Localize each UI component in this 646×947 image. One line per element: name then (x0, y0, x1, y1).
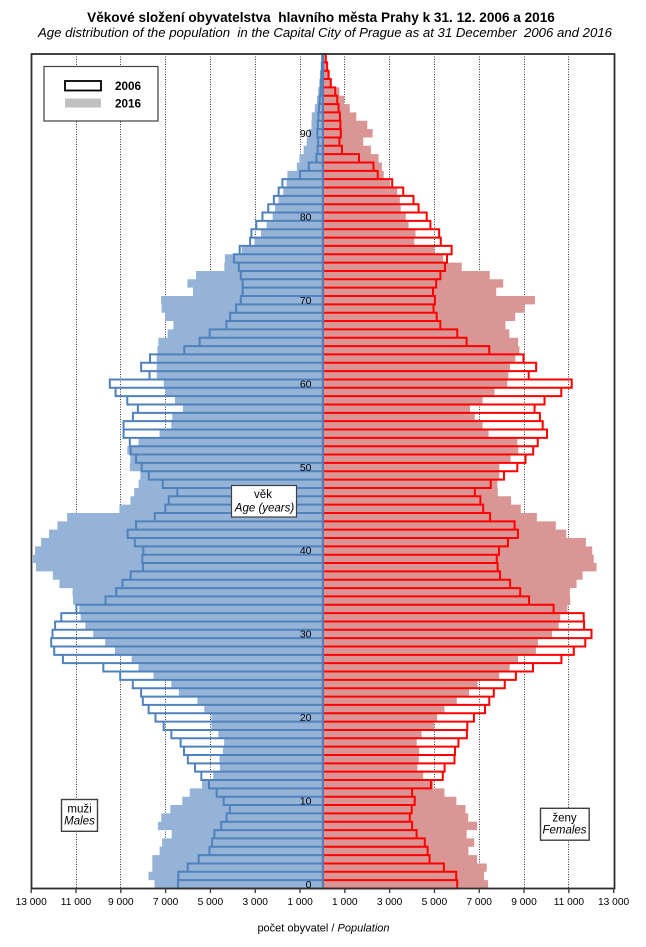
svg-text:9 000: 9 000 (511, 897, 537, 908)
svg-text:5 000: 5 000 (198, 897, 224, 908)
svg-text:Males: Males (64, 816, 95, 828)
svg-text:13 000: 13 000 (598, 897, 629, 908)
svg-text:70: 70 (300, 295, 312, 307)
svg-text:3 000: 3 000 (242, 897, 268, 908)
svg-text:7 000: 7 000 (466, 897, 492, 908)
svg-text:Age (years): Age (years) (234, 502, 295, 514)
svg-text:počet obyvatel / Population: počet obyvatel / Population (257, 923, 389, 935)
svg-text:40: 40 (300, 545, 312, 557)
svg-text:1 000: 1 000 (287, 897, 313, 908)
svg-text:11 000: 11 000 (554, 897, 585, 908)
svg-text:50: 50 (300, 462, 312, 474)
svg-text:Females: Females (542, 825, 586, 837)
svg-text:10: 10 (300, 796, 312, 808)
svg-text:60: 60 (300, 378, 312, 390)
svg-text:20: 20 (300, 712, 312, 724)
svg-text:90: 90 (300, 128, 312, 140)
svg-text:7 000: 7 000 (153, 897, 179, 908)
svg-text:5 000: 5 000 (422, 897, 448, 908)
svg-text:2006: 2006 (115, 80, 142, 93)
svg-text:9 000: 9 000 (108, 897, 134, 908)
svg-text:Age distribution of the popula: Age distribution of the population in th… (37, 25, 613, 40)
svg-text:Věkové složení obyvatelstva h: Věkové složení obyvatelstva hlavního měs… (87, 10, 555, 25)
svg-text:3 000: 3 000 (377, 897, 403, 908)
svg-text:30: 30 (300, 629, 312, 641)
svg-text:80: 80 (300, 211, 312, 223)
svg-text:11 000: 11 000 (61, 897, 92, 908)
svg-text:1 000: 1 000 (332, 897, 358, 908)
svg-text:ženy: ženy (552, 813, 577, 825)
svg-text:věk: věk (254, 489, 272, 501)
svg-text:2016: 2016 (115, 97, 142, 110)
svg-text:13 000: 13 000 (16, 897, 47, 908)
svg-text:muži: muži (67, 804, 91, 816)
svg-text:0: 0 (306, 879, 312, 891)
